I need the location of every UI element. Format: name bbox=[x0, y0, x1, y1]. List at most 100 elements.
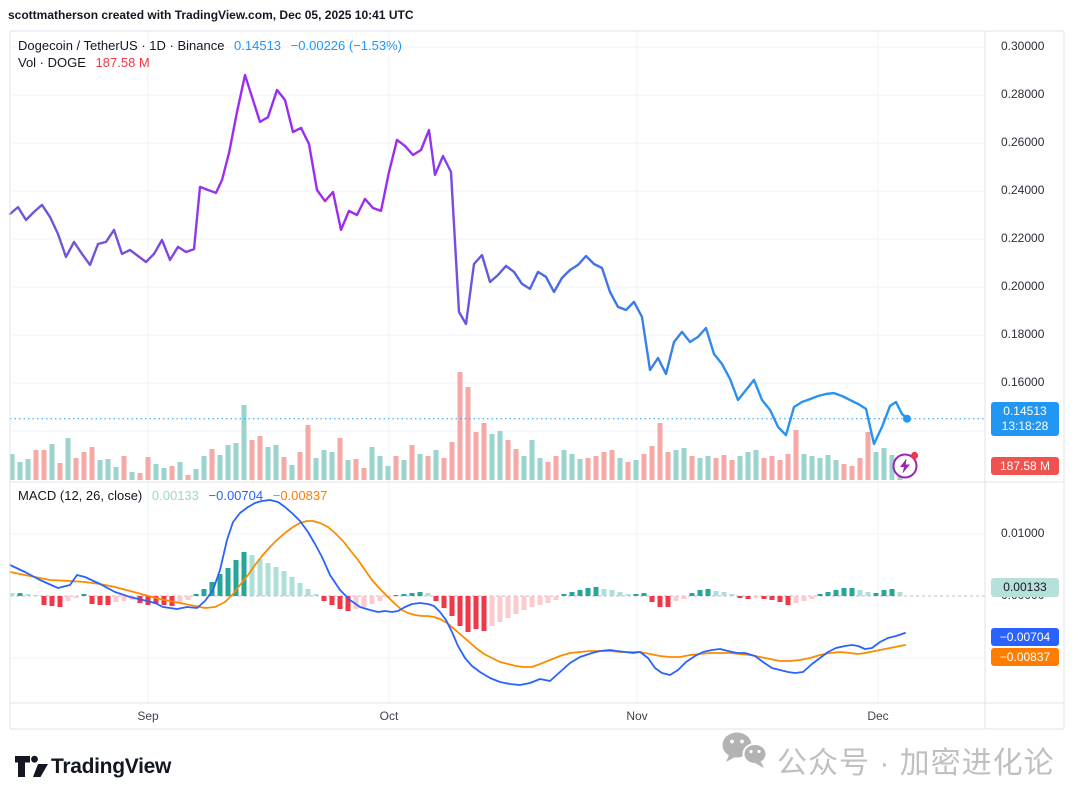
time-axis-label-sep[interactable]: Sep bbox=[137, 709, 159, 723]
volume-bar bbox=[761, 458, 767, 480]
time-axis-label-dec[interactable]: Dec bbox=[867, 709, 889, 723]
volume-bar bbox=[153, 464, 159, 480]
macd-histogram-bar bbox=[257, 559, 263, 596]
volume-bar bbox=[209, 449, 215, 480]
volume-header[interactable]: Vol · DOGE 187.58 M bbox=[18, 55, 150, 70]
macd-histogram-bar bbox=[665, 596, 671, 607]
last-price-value: 0.14513 bbox=[234, 38, 282, 53]
volume-bar bbox=[393, 456, 399, 480]
macd-histogram-bar bbox=[313, 594, 319, 596]
symbol-header[interactable]: Dogecoin / TetherUS · 1D · Binance 0.145… bbox=[18, 38, 402, 53]
macd-histogram-bar bbox=[105, 596, 111, 605]
macd-histogram-bar bbox=[321, 596, 327, 601]
macd-histogram-bar bbox=[393, 595, 399, 596]
attribution-text: scottmatherson created with TradingView.… bbox=[8, 8, 414, 22]
volume-bar bbox=[265, 447, 271, 480]
volume-bar bbox=[313, 458, 319, 480]
volume-bar bbox=[665, 452, 671, 480]
price-axis-label: 0.28000 bbox=[1001, 87, 1045, 101]
macd-histogram-bar bbox=[449, 596, 455, 616]
volume-bar bbox=[89, 447, 95, 480]
macd-histogram-bar bbox=[401, 594, 407, 596]
macd-header[interactable]: MACD (12, 26, close) 0.00133 −0.00704 −0… bbox=[18, 488, 327, 503]
volume-bar bbox=[825, 455, 831, 480]
macd-histogram-bar bbox=[121, 596, 127, 601]
volume-bar bbox=[401, 460, 407, 480]
volume-bar bbox=[865, 432, 871, 480]
volume-bar bbox=[881, 448, 887, 480]
macd-histogram-bar bbox=[881, 590, 887, 596]
volume-bar bbox=[553, 456, 559, 480]
volume-bar bbox=[201, 456, 207, 480]
macd-histogram-bar bbox=[113, 596, 119, 602]
volume-bar bbox=[193, 469, 199, 480]
volume-bar bbox=[345, 460, 351, 480]
price-axis-label: 0.16000 bbox=[1001, 375, 1045, 389]
volume-bar bbox=[321, 450, 327, 480]
symbol-title[interactable]: Dogecoin / TetherUS · 1D · Binance bbox=[18, 38, 225, 53]
macd-histogram-bar bbox=[153, 596, 159, 604]
macd-histogram-bar bbox=[585, 588, 591, 596]
volume-bar bbox=[353, 459, 359, 480]
macd-histogram-bar bbox=[873, 593, 879, 596]
time-axis-label-oct[interactable]: Oct bbox=[379, 709, 399, 723]
volume-bar bbox=[73, 458, 79, 480]
chart-canvas[interactable] bbox=[0, 0, 1080, 740]
volume-bar bbox=[729, 460, 735, 480]
macd-histogram-bar bbox=[721, 592, 727, 596]
time-axis-label-nov[interactable]: Nov bbox=[626, 709, 648, 723]
volume-bar bbox=[633, 460, 639, 480]
volume-bar bbox=[121, 456, 127, 480]
volume-bar bbox=[489, 434, 495, 480]
volume-bar bbox=[649, 446, 655, 480]
macd-histogram-bar bbox=[457, 596, 463, 626]
macd-histogram-bar bbox=[593, 587, 599, 596]
macd-hist-value: 0.00133 bbox=[151, 488, 199, 503]
volume-bar bbox=[81, 452, 87, 480]
volume-bar bbox=[801, 454, 807, 480]
macd-histogram-bar bbox=[249, 555, 255, 596]
volume-bar bbox=[737, 456, 743, 480]
volume-bar bbox=[217, 455, 223, 480]
volume-bar bbox=[97, 460, 103, 480]
macd-histogram-bar bbox=[265, 563, 271, 596]
volume-bar bbox=[385, 466, 391, 480]
countdown-timer: 13:18:28 bbox=[1001, 419, 1049, 433]
volume-bar bbox=[673, 450, 679, 480]
price-axis-label: 0.18000 bbox=[1001, 327, 1045, 341]
macd-histogram-bar bbox=[281, 571, 287, 596]
volume-bar bbox=[497, 431, 503, 480]
macd-histogram-bar bbox=[273, 567, 279, 596]
macd-histogram-bar bbox=[697, 590, 703, 596]
volume-value: 187.58 M bbox=[95, 55, 150, 70]
volume-bar bbox=[537, 458, 543, 480]
tradingview-logo-icon[interactable] bbox=[14, 753, 50, 781]
volume-bar bbox=[33, 450, 39, 480]
volume-label: Vol · DOGE bbox=[18, 55, 86, 70]
macd-histogram-bar bbox=[417, 592, 423, 596]
macd-histogram-bar bbox=[633, 594, 639, 596]
macd-histogram-bar bbox=[833, 590, 839, 596]
volume-bar bbox=[641, 454, 647, 480]
macd-histogram-bar bbox=[681, 596, 687, 599]
volume-bar bbox=[57, 463, 63, 480]
macd-indicator-label[interactable]: MACD (12, 26, close) bbox=[18, 488, 143, 503]
macd-histogram-bar bbox=[193, 594, 199, 596]
macd-histogram-bar bbox=[801, 596, 807, 601]
macd-histogram-bar bbox=[409, 593, 415, 596]
macd-histogram-bar bbox=[569, 592, 575, 596]
volume-bar bbox=[713, 458, 719, 480]
macd-histogram-bar bbox=[489, 596, 495, 626]
volume-bar bbox=[473, 432, 479, 480]
volume-bar bbox=[689, 456, 695, 480]
magic-alert-icon[interactable] bbox=[890, 448, 928, 486]
tradingview-brand[interactable]: TradingView bbox=[51, 755, 172, 778]
macd-histogram-bar bbox=[793, 596, 799, 603]
price-axis-label: 0.20000 bbox=[1001, 279, 1045, 293]
macd-histogram-bar bbox=[657, 596, 663, 607]
macd-histogram-bar bbox=[889, 589, 895, 596]
volume-bar bbox=[281, 457, 287, 480]
volume-bar bbox=[377, 456, 383, 480]
macd-histogram-bar bbox=[465, 596, 471, 632]
